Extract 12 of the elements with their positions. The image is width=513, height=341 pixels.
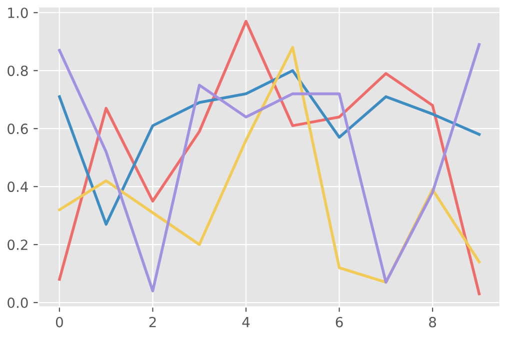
x-tick-label: 2	[149, 316, 156, 328]
x-tick-label: 4	[242, 317, 250, 328]
y-tick-label: 0.4	[8, 182, 28, 192]
y-tick-label: 0.0	[8, 298, 28, 308]
x-tick-label: 6	[336, 316, 343, 328]
y-tick-label: 0.6	[8, 124, 28, 134]
line-series	[58, 69, 481, 226]
x-tick-label: 0	[56, 316, 63, 328]
x-tick-label: 8	[429, 316, 436, 328]
y-tick-label: 0.2	[8, 240, 28, 250]
y-tick-label: 1.0	[8, 8, 28, 18]
y-tick-label: 0.8	[8, 66, 28, 76]
